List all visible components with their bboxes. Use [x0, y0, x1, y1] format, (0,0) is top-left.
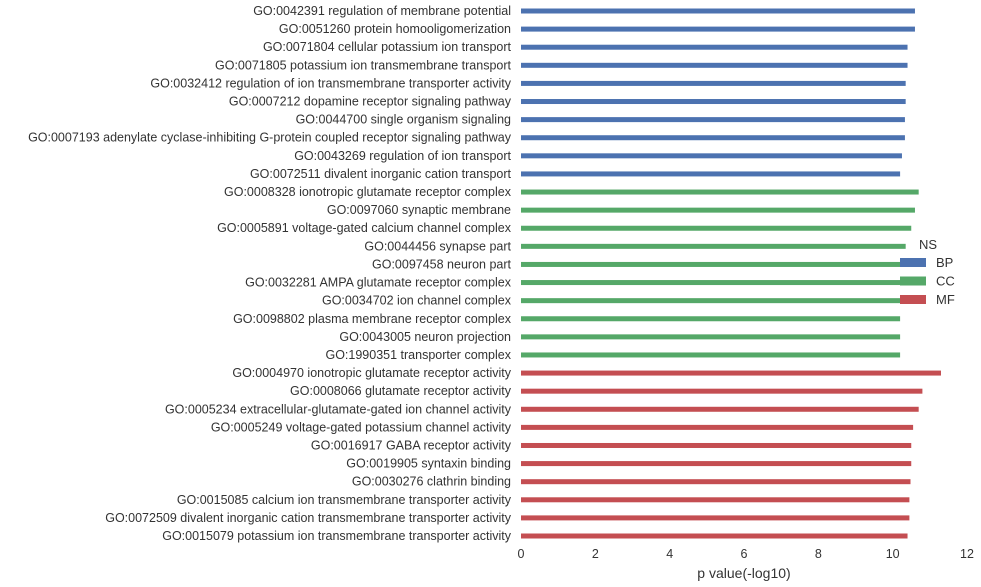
legend-swatch-bp [900, 258, 926, 267]
legend-label-cc: CC [936, 274, 955, 289]
bar-mf [521, 479, 911, 485]
category-label: GO:0019905 syntaxin binding [346, 457, 511, 471]
category-label: GO:0004970 ionotropic glutamate receptor… [232, 366, 511, 380]
bar-cc [521, 243, 906, 249]
category-label: GO:0005891 voltage-gated calcium channel… [217, 221, 512, 235]
category-label: GO:0043005 neuron projection [339, 330, 511, 344]
bar-bp [521, 80, 906, 86]
category-label: GO:0005234 extracellular-glutamate-gated… [165, 402, 512, 416]
x-axis-title: p value(-log10) [697, 565, 790, 581]
category-label: GO:0008066 glutamate receptor activity [290, 384, 512, 398]
bar-cc [521, 261, 904, 267]
x-tick-label: 10 [886, 547, 900, 561]
category-label: GO:1990351 transporter complex [325, 348, 511, 362]
category-label: GO:0015079 potassium ion transmembrane t… [162, 529, 512, 543]
bar-bp [521, 62, 908, 68]
bar-bp [521, 135, 905, 141]
category-label: GO:0071804 cellular potassium ion transp… [263, 40, 512, 54]
category-label: GO:0072511 divalent inorganic cation tra… [250, 167, 512, 181]
category-label: GO:0044700 single organism signaling [296, 113, 511, 127]
x-tick-label: 0 [518, 547, 525, 561]
x-tick-label: 8 [815, 547, 822, 561]
category-label: GO:0044456 synapse part [364, 239, 511, 253]
bar-bp [521, 44, 908, 50]
legend-label-bp: BP [936, 255, 953, 270]
bar-mf [521, 533, 908, 539]
category-label: GO:0032281 AMPA glutamate receptor compl… [245, 276, 512, 290]
bar-mf [521, 388, 923, 394]
x-tick-label: 2 [592, 547, 599, 561]
legend-swatch-mf [900, 295, 926, 304]
bar-bp [521, 117, 905, 123]
x-axis-ticks: 0 2 4 6 8 10 12 [518, 547, 974, 561]
category-label: GO:0005249 voltage-gated potassium chann… [211, 420, 512, 434]
category-labels: GO:0042391 regulation of membrane potent… [28, 4, 512, 543]
bar-cc [521, 298, 901, 304]
category-label: GO:0007193 adenylate cyclase-inhibiting … [28, 131, 512, 145]
bar-cc [521, 280, 902, 286]
bar-cc [521, 352, 901, 358]
bar-mf [521, 370, 941, 376]
category-label: GO:0043269 regulation of ion transport [294, 149, 511, 163]
x-tick-label: 4 [666, 547, 673, 561]
bar-bp [521, 26, 915, 32]
x-tick-label: 6 [741, 547, 748, 561]
category-label: GO:0098802 plasma membrane receptor comp… [233, 312, 512, 326]
legend: NS BP CC MF [900, 237, 955, 307]
bar-mf [521, 406, 919, 412]
category-label: GO:0071805 potassium ion transmembrane t… [215, 58, 512, 72]
bar-cc [521, 334, 901, 340]
category-label: GO:0008328 ionotropic glutamate receptor… [224, 185, 512, 199]
category-label: GO:0097060 synaptic membrane [327, 203, 511, 217]
bar-bp [521, 99, 906, 105]
x-tick-label: 12 [960, 547, 974, 561]
bar-bp [521, 171, 901, 177]
bar-mf [521, 442, 912, 448]
bar-cc [521, 225, 912, 231]
category-label: GO:0042391 regulation of membrane potent… [253, 4, 511, 18]
bar-mf [521, 424, 914, 430]
category-label: GO:0015085 calcium ion transmembrane tra… [177, 493, 512, 507]
bar-bp [521, 8, 915, 14]
category-label: GO:0097458 neuron part [372, 257, 512, 271]
category-label: GO:0016917 GABA receptor activity [311, 438, 512, 452]
category-label: GO:0007212 dopamine receptor signaling p… [229, 95, 512, 109]
bar-mf [521, 515, 910, 521]
legend-label-mf: MF [936, 292, 955, 307]
category-label: GO:0051260 protein homooligomerization [279, 22, 511, 36]
bar-cc [521, 189, 919, 195]
legend-title: NS [919, 237, 937, 252]
bar-mf [521, 497, 910, 503]
bar-bp [521, 153, 902, 159]
legend-swatch-cc [900, 276, 926, 286]
bar-cc [521, 207, 915, 213]
category-label: GO:0072509 divalent inorganic cation tra… [105, 511, 512, 525]
category-label: GO:0034702 ion channel complex [322, 294, 512, 308]
bar-cc [521, 316, 901, 322]
category-label: GO:0030276 clathrin binding [352, 475, 511, 489]
category-label: GO:0032412 regulation of ion transmembra… [150, 76, 511, 90]
bars-layer [521, 8, 941, 539]
bar-mf [521, 461, 912, 467]
